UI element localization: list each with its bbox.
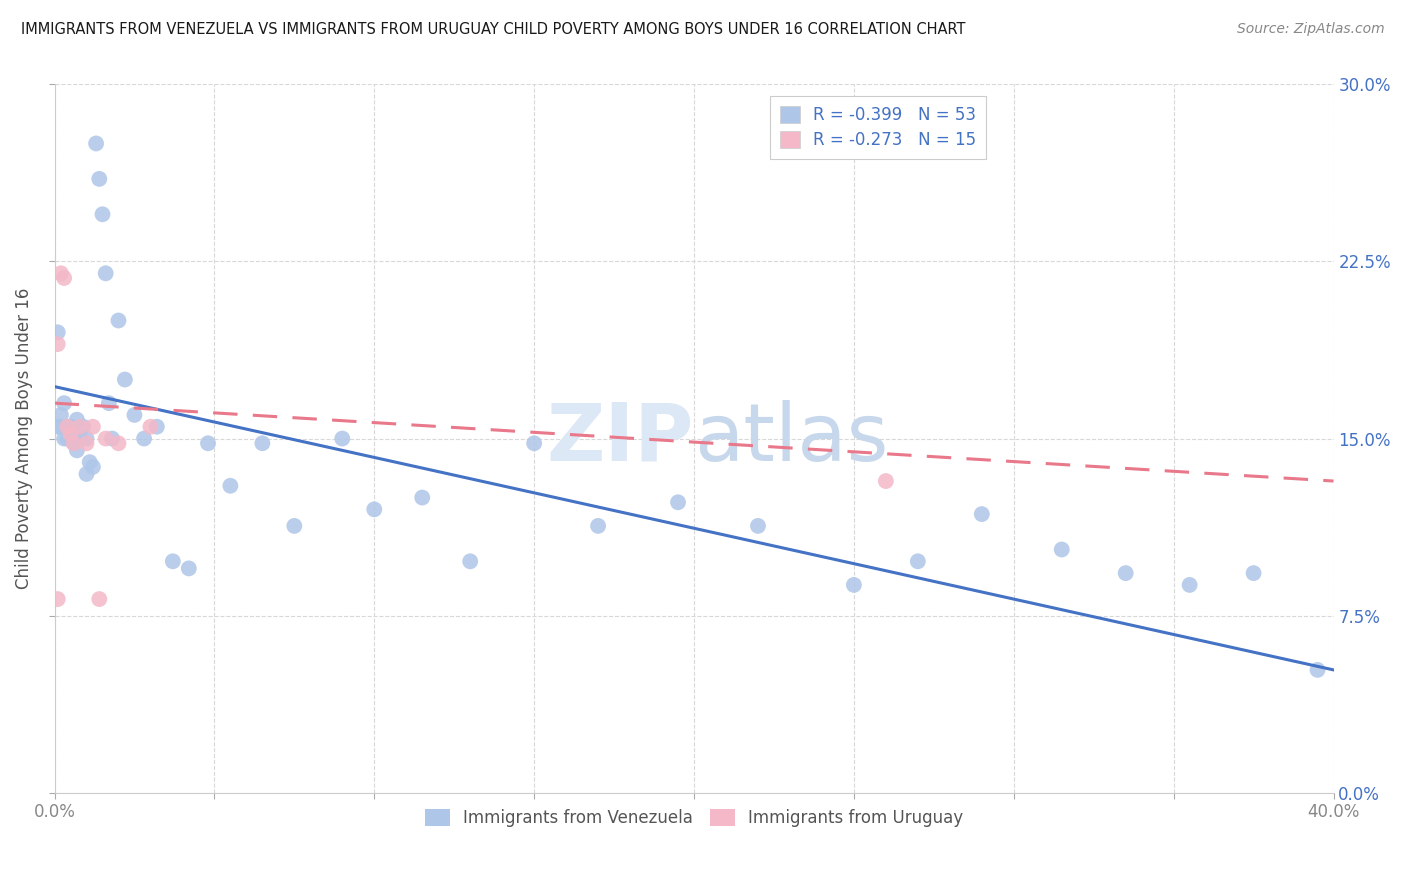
Text: atlas: atlas	[695, 400, 889, 477]
Point	[970, 507, 993, 521]
Point	[62, 436, 84, 450]
Point	[46, 419, 69, 434]
Point	[56, 432, 79, 446]
Point	[53, 396, 76, 410]
Point	[1178, 578, 1201, 592]
Point	[842, 578, 865, 592]
Point	[69, 432, 91, 446]
Point	[84, 136, 107, 151]
Point	[46, 592, 69, 607]
Point	[107, 313, 129, 327]
Point	[66, 412, 89, 426]
Text: IMMIGRANTS FROM VENEZUELA VS IMMIGRANTS FROM URUGUAY CHILD POVERTY AMONG BOYS UN: IMMIGRANTS FROM VENEZUELA VS IMMIGRANTS …	[21, 22, 966, 37]
Point	[197, 436, 219, 450]
Point	[666, 495, 689, 509]
Point	[49, 419, 72, 434]
Point	[124, 408, 146, 422]
Point	[89, 592, 111, 607]
Point	[49, 408, 72, 422]
Point	[82, 419, 104, 434]
Point	[89, 172, 111, 186]
Point	[59, 426, 82, 441]
Point	[82, 459, 104, 474]
Point	[1243, 566, 1265, 580]
Point	[76, 436, 98, 450]
Point	[59, 419, 82, 434]
Text: ZIP: ZIP	[547, 400, 695, 477]
Point	[586, 519, 609, 533]
Point	[72, 419, 94, 434]
Point	[97, 396, 120, 410]
Point	[76, 432, 98, 446]
Point	[411, 491, 433, 505]
Point	[907, 554, 929, 568]
Point	[53, 271, 76, 285]
Point	[53, 432, 76, 446]
Point	[62, 432, 84, 446]
Point	[94, 266, 117, 280]
Point	[252, 436, 274, 450]
Point	[114, 372, 136, 386]
Point	[59, 419, 82, 434]
Point	[56, 419, 79, 434]
Point	[139, 419, 162, 434]
Point	[747, 519, 769, 533]
Point	[94, 432, 117, 446]
Point	[177, 561, 200, 575]
Point	[219, 479, 242, 493]
Point	[69, 419, 91, 434]
Point	[523, 436, 546, 450]
Point	[46, 337, 69, 351]
Legend: Immigrants from Venezuela, Immigrants from Uruguay: Immigrants from Venezuela, Immigrants fr…	[418, 803, 970, 834]
Point	[330, 432, 353, 446]
Point	[56, 419, 79, 434]
Point	[875, 474, 897, 488]
Point	[91, 207, 114, 221]
Point	[101, 432, 124, 446]
Point	[283, 519, 305, 533]
Point	[132, 432, 155, 446]
Point	[146, 419, 169, 434]
Text: Source: ZipAtlas.com: Source: ZipAtlas.com	[1237, 22, 1385, 37]
Point	[1050, 542, 1073, 557]
Point	[363, 502, 385, 516]
Point	[162, 554, 184, 568]
Point	[1306, 663, 1329, 677]
Point	[76, 467, 98, 481]
Point	[66, 443, 89, 458]
Point	[107, 436, 129, 450]
Point	[1115, 566, 1137, 580]
Point	[458, 554, 481, 568]
Y-axis label: Child Poverty Among Boys Under 16: Child Poverty Among Boys Under 16	[15, 288, 32, 590]
Point	[46, 326, 69, 340]
Point	[62, 436, 84, 450]
Point	[49, 266, 72, 280]
Point	[79, 455, 101, 469]
